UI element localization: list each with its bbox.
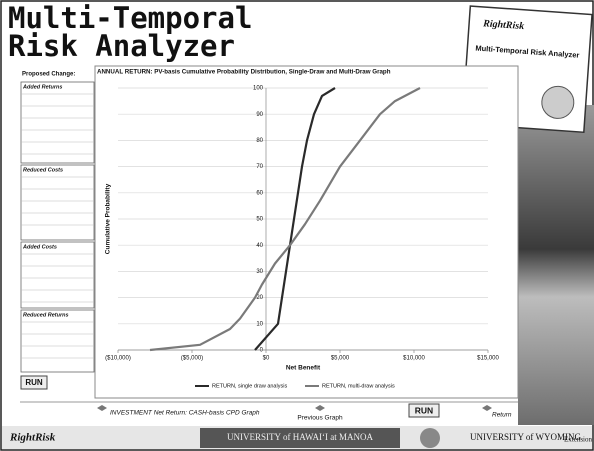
run-button-label[interactable]: RUN	[25, 378, 43, 387]
seal	[420, 428, 440, 448]
panel-section	[20, 164, 95, 241]
previous-graph-link[interactable]: Previous Graph	[297, 415, 343, 422]
x-tick-label: $15,000	[477, 356, 499, 362]
x-tick-label: $5,000	[331, 356, 350, 362]
section-label: Added Returns	[22, 84, 62, 90]
y-axis-label: Cumulative Probability	[105, 183, 112, 254]
title-line: Risk Analyzer	[8, 29, 235, 63]
section-label: Reduced Costs	[23, 167, 63, 173]
cash-graph-link[interactable]: INVESTMENT Net Return: CASH-basis CPD Gr…	[110, 410, 260, 417]
x-tick-label: $0	[263, 356, 270, 362]
return-link[interactable]: Return	[492, 412, 512, 419]
run-button[interactable]	[408, 403, 440, 418]
landscape-photo	[518, 105, 594, 425]
run-button[interactable]	[20, 375, 48, 390]
wyoming-text: UNIVERSITY of WYOMING	[470, 432, 581, 442]
y-tick-label: 50	[256, 217, 263, 223]
x-tick-label: ($5,000)	[181, 356, 203, 362]
chart-title: ANNUAL RETURN: PV-basis Cumulative Proba…	[97, 69, 391, 76]
series-line	[254, 87, 336, 351]
y-tick-label: 10	[256, 321, 263, 327]
series-line	[149, 87, 421, 352]
y-tick-label: 30	[256, 269, 263, 275]
nav-icon	[482, 405, 492, 411]
section-label: Reduced Returns	[23, 312, 69, 318]
chart: 0 10 20 30 40 50 60 70 80 90 100 ($10,000) ($5,000) $…	[105, 86, 500, 390]
panel-heading: Proposed Change:	[22, 72, 75, 78]
y-tick-label: 80	[256, 138, 263, 144]
y-tick-label: 20	[256, 295, 263, 301]
legend-label: RETURN, multi-draw analysis	[322, 383, 395, 389]
x-tick-label: ($10,000)	[105, 356, 131, 362]
panel-section	[20, 309, 95, 373]
panel-section	[20, 81, 95, 164]
nav-icon	[97, 405, 107, 411]
title-line: Multi-Temporal	[8, 1, 252, 35]
y-tick-label: 70	[256, 164, 263, 170]
card-emblem	[541, 85, 575, 119]
x-tick-label: $10,000	[403, 356, 425, 362]
extension-text: Extension	[564, 436, 592, 444]
y-tick-label: 0	[260, 348, 264, 354]
hawaii-banner	[200, 428, 400, 448]
y-tick-label: 60	[256, 190, 263, 196]
y-tick-label: 90	[256, 112, 263, 118]
y-tick-label: 100	[253, 86, 264, 92]
chart-frame	[94, 65, 519, 399]
left-panel: Added Returns Reduced Costs Added Costs Red…	[20, 81, 95, 373]
y-tick-label: 40	[256, 243, 263, 249]
nav-icon	[315, 405, 325, 411]
x-axis-label: Net Benefit	[286, 365, 321, 372]
run-button-label[interactable]: RUN	[415, 405, 433, 415]
hawaii-text: UNIVERSITY of HAWAI‘I at MANOA	[227, 432, 373, 442]
legend-label: RETURN, single draw analysis	[212, 383, 287, 389]
panel-section	[20, 241, 95, 309]
card-brand: RightRisk	[482, 18, 525, 32]
section-label: Added Costs	[22, 244, 57, 250]
footer-brand: RightRisk	[9, 432, 56, 444]
